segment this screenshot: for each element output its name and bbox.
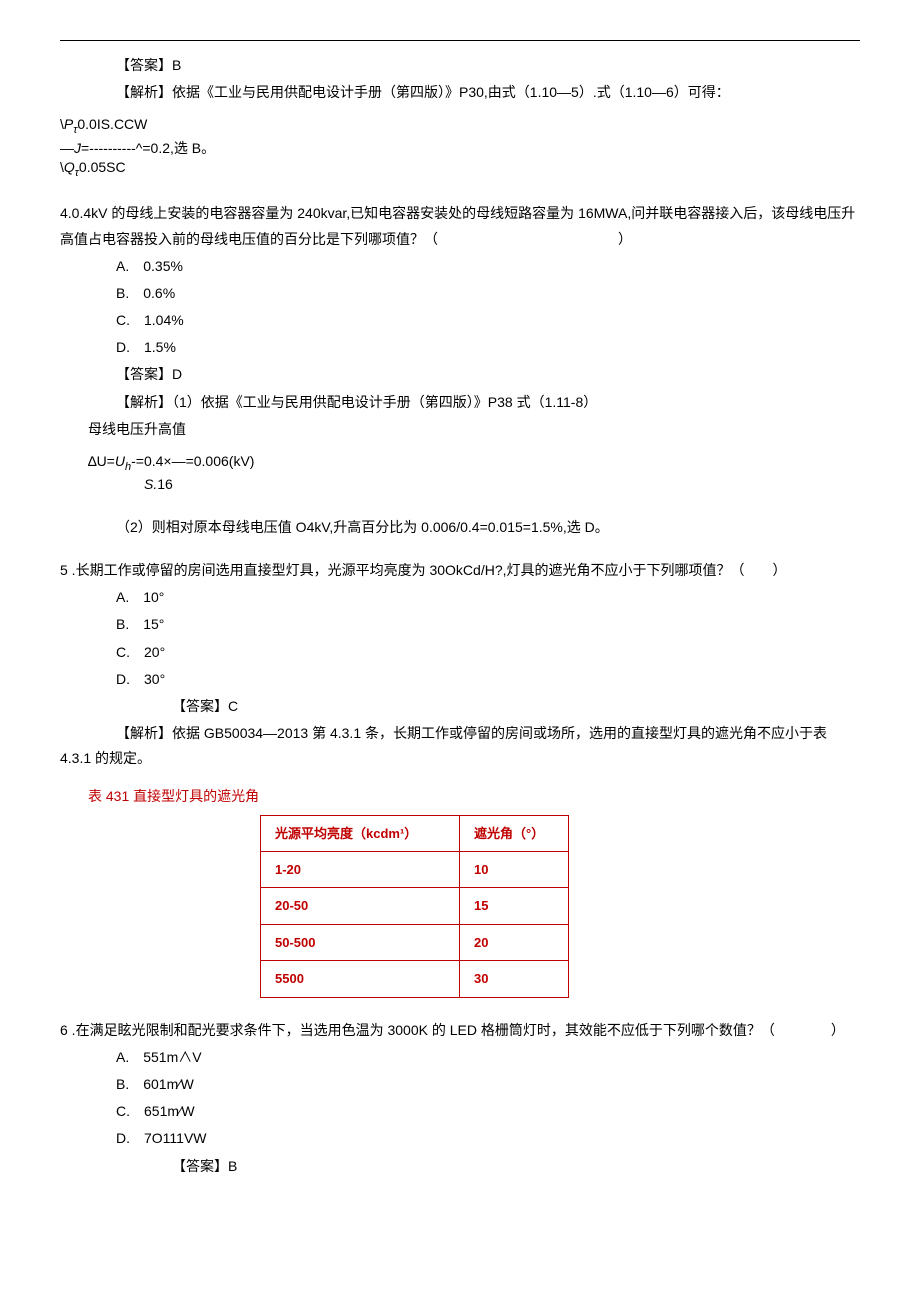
q6-number: 6 — [60, 1022, 68, 1038]
q5-option-b: B. 15° — [60, 612, 860, 637]
q6-stem-wrap: 6 .在满足眩光限制和配光要求条件下，当选用色温为 3000K 的 LED 格栅… — [60, 1018, 860, 1043]
table-cell: 50-500 — [261, 924, 460, 960]
q3-formula-line2: —J=----------^=0.2,选 B。 — [60, 139, 860, 159]
q4-option-b: B. 0.6% — [60, 281, 860, 306]
q3-answer: 【答案】B — [60, 53, 860, 78]
q4-option-d: D. 1.5% — [60, 335, 860, 360]
table-row: 5500 30 — [261, 961, 569, 997]
q4-stem: 4.0.4kV 的母线上安装的电容器容量为 240kvar,已知电容器安装处的母… — [60, 201, 860, 251]
q4-analysis2: 母线电压升高值 — [60, 417, 860, 442]
q6-answer: 【答案】B — [60, 1154, 860, 1179]
q4-analysis1: 【解析】（1）依据《工业与民用供配电设计手册（第四版）》P38 式（1.11-8… — [60, 390, 860, 415]
q4-answer: 【答案】D — [60, 362, 860, 387]
q3-analysis: 【解析】依据《工业与民用供配电设计手册（第四版）》P30,由式（1.10—5）.… — [60, 80, 860, 105]
q4-stem-close: ） — [618, 231, 632, 247]
shade-angle-table: 光源平均亮度（kcdm¹） 遮光角（°） 1-20 10 20-50 15 50… — [260, 815, 569, 998]
q3-formula-line3: \Qτ0.05SC — [60, 158, 860, 181]
q5-stem: .长期工作或停留的房间选用直接型灯具，光源平均亮度为 30OkCd/H?,灯具的… — [68, 562, 787, 578]
q6-option-a: A. 551m∧V — [60, 1045, 860, 1070]
q5-option-d: D. 30° — [60, 667, 860, 692]
table-row: 50-500 20 — [261, 924, 569, 960]
q5-option-a: A. 10° — [60, 585, 860, 610]
table-cell: 1-20 — [261, 852, 460, 888]
q4-analysis3: （2）则相对原本母线电压值 O4kV,升高百分比为 0.006/0.4=0.01… — [60, 515, 860, 540]
table-cell: 15 — [460, 888, 569, 924]
q4-option-a: A. 0.35% — [60, 254, 860, 279]
table-cell: 10 — [460, 852, 569, 888]
q5-option-c: C. 20° — [60, 640, 860, 665]
q3-formula-line1: \Pτ\Pτ0.0IS.CCW0.0IS.CCW — [60, 115, 860, 138]
q4-formula-line1: ∆U=Uh-=0.4×—=0.006(kV) — [60, 452, 860, 475]
table-cell: 5500 — [261, 961, 460, 997]
q5-table-caption: 表 431 直接型灯具的遮光角 — [60, 784, 860, 809]
q6-option-b: B. 601m∕W — [60, 1072, 860, 1097]
table-row: 20-50 15 — [261, 888, 569, 924]
q3-formula: \Pτ\Pτ0.0IS.CCW0.0IS.CCW —J=----------^=… — [60, 115, 860, 181]
q4-stem-text: 4.0.4kV 的母线上安装的电容器容量为 240kvar,已知电容器安装处的母… — [60, 205, 855, 246]
q5-number: 5 — [60, 562, 68, 578]
table-header-col1: 光源平均亮度（kcdm¹） — [261, 815, 460, 851]
table-cell: 20 — [460, 924, 569, 960]
table-row: 1-20 10 — [261, 852, 569, 888]
q6-option-d: D. 7O111VW — [60, 1126, 860, 1151]
q4-formula-line2: S.16 — [60, 475, 860, 495]
q5-analysis: 【解析】依据 GB50034—2013 第 4.3.1 条，长期工作或停留的房间… — [60, 721, 860, 771]
top-rule — [60, 40, 860, 41]
table-cell: 30 — [460, 961, 569, 997]
q6-option-c: C. 651m∕W — [60, 1099, 860, 1124]
q4-formula: ∆U=Uh-=0.4×—=0.006(kV) S.16 — [60, 452, 860, 495]
q6-stem: .在满足眩光限制和配光要求条件下，当选用色温为 3000K 的 LED 格栅筒灯… — [68, 1022, 845, 1038]
q4-option-c: C. 1.04% — [60, 308, 860, 333]
table-header-row: 光源平均亮度（kcdm¹） 遮光角（°） — [261, 815, 569, 851]
table-cell: 20-50 — [261, 888, 460, 924]
q5-answer: 【答案】C — [60, 694, 860, 719]
q5-stem-wrap: 5 .长期工作或停留的房间选用直接型灯具，光源平均亮度为 30OkCd/H?,灯… — [60, 558, 860, 583]
table-header-col2: 遮光角（°） — [460, 815, 569, 851]
